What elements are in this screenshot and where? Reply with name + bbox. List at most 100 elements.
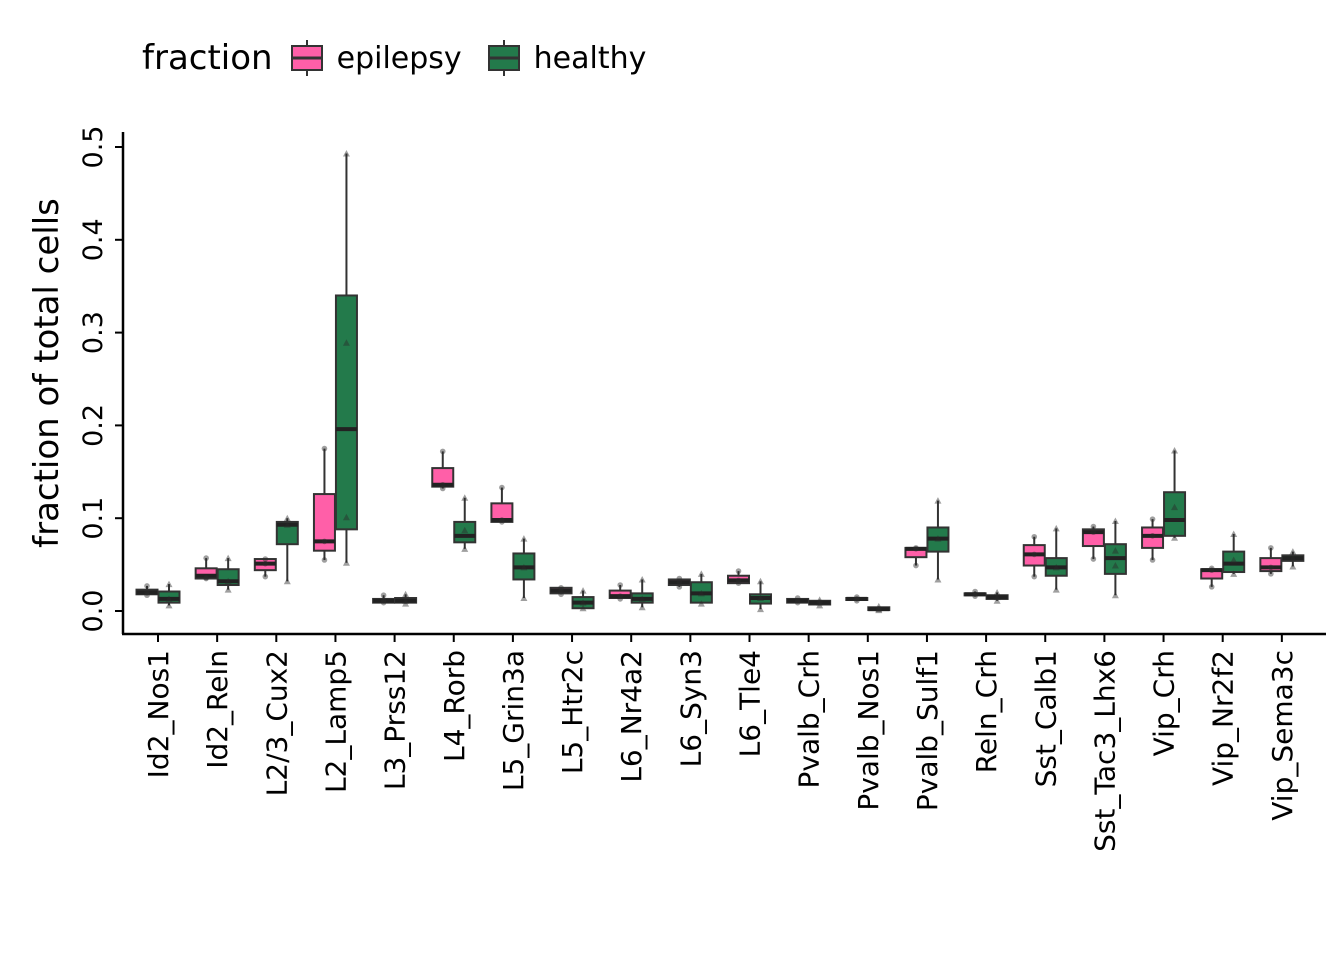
box-body <box>336 295 357 529</box>
box-healthy-l2-lamp5 <box>336 150 357 566</box>
box-healthy-pvalb-crh <box>809 596 830 608</box>
data-point <box>617 582 623 588</box>
data-point <box>1091 529 1097 535</box>
x-tick-label: Vip_Nr2f2 <box>1207 650 1240 786</box>
x-tick-label: Reln_Crh <box>970 650 1003 773</box>
data-point <box>520 535 527 542</box>
box-epilepsy-vip-crh <box>1142 516 1163 562</box>
data-point <box>994 589 1001 596</box>
data-point <box>934 497 941 504</box>
x-tick-label: Id2_Nos1 <box>142 650 175 778</box>
data-point <box>381 598 387 604</box>
x-tick-label: Pvalb_Sulf1 <box>911 650 944 811</box>
data-point <box>816 596 823 603</box>
x-tick-label: Pvalb_Crh <box>793 650 826 788</box>
box-epilepsy-sst-calb1 <box>1024 534 1045 580</box>
y-tick-label: 0.2 <box>78 404 109 447</box>
x-tick-label: L5_Grin3a <box>497 650 530 791</box>
data-point <box>736 578 742 584</box>
data-point <box>558 585 564 591</box>
box-healthy-pvalb-sulf1 <box>927 497 948 582</box>
box-epilepsy-l2-3-cux2 <box>255 556 276 579</box>
x-tick-label: Pvalb_Nos1 <box>852 650 885 811</box>
data-point <box>934 576 941 583</box>
box-healthy-l6-syn3 <box>691 570 712 606</box>
data-point <box>322 446 328 452</box>
box-healthy-vip-nr2f2 <box>1223 530 1244 576</box>
data-point <box>343 150 350 157</box>
data-point <box>402 591 409 598</box>
data-point <box>203 575 209 581</box>
data-point <box>1031 574 1037 580</box>
box-healthy-id2-reln <box>218 555 239 593</box>
data-point <box>263 574 269 580</box>
y-tick-label: 0.0 <box>78 590 109 633</box>
data-point <box>203 555 209 561</box>
data-point <box>322 539 328 545</box>
data-point <box>795 595 801 601</box>
box-epilepsy-pvalb-nos1 <box>846 594 867 603</box>
data-point <box>343 559 350 566</box>
data-point <box>440 482 446 488</box>
y-axis-title: fraction of total cells <box>27 198 67 548</box>
data-point <box>1268 545 1274 551</box>
data-point <box>499 485 505 491</box>
box-healthy-sst-calb1 <box>1046 525 1067 593</box>
data-point <box>1230 530 1237 537</box>
box-epilepsy-reln-crh <box>965 589 986 599</box>
box-healthy-l5-grin3a <box>513 535 534 601</box>
data-point <box>913 545 919 551</box>
data-point <box>1112 592 1119 599</box>
box-epilepsy-l5-grin3a <box>491 485 512 525</box>
y-tick-label: 0.4 <box>78 218 109 261</box>
data-point <box>1150 557 1156 563</box>
data-point <box>854 594 860 600</box>
box-epilepsy-l6-nr4a2 <box>610 582 631 602</box>
data-point <box>263 556 269 562</box>
data-point <box>1209 584 1215 590</box>
box-healthy-sst-tac3-lhx6 <box>1105 517 1126 598</box>
data-point <box>1053 525 1060 532</box>
data-point <box>440 449 446 455</box>
data-point <box>639 604 646 611</box>
data-point <box>1268 565 1274 571</box>
box-healthy-id2-nos1 <box>159 581 180 609</box>
data-point <box>1091 524 1097 530</box>
data-point <box>757 578 764 585</box>
data-point <box>225 555 232 562</box>
box-epilepsy-l4-rorb <box>432 449 453 492</box>
box-healthy-l3-prss12 <box>395 591 416 607</box>
data-point <box>1150 516 1156 522</box>
data-point <box>1112 517 1119 524</box>
data-point <box>1091 556 1097 562</box>
data-point <box>639 576 646 583</box>
data-point <box>499 517 505 523</box>
data-point <box>1171 447 1178 454</box>
x-tick-label: Sst_Calb1 <box>1029 650 1062 787</box>
box-healthy-l2-3-cux2 <box>277 515 298 585</box>
box-epilepsy-l3-prss12 <box>373 592 394 605</box>
data-point <box>461 545 468 552</box>
x-tick-label: L2/3_Cux2 <box>260 650 293 796</box>
box-epilepsy-vip-sema3c <box>1260 545 1281 577</box>
x-tick-label: L6_Tle4 <box>734 650 767 757</box>
data-point <box>461 494 468 501</box>
box-epilepsy-id2-reln <box>196 555 217 581</box>
data-point <box>520 595 527 602</box>
y-tick-label: 0.5 <box>78 126 109 169</box>
data-point <box>1053 586 1060 593</box>
x-tick-label: Vip_Sema3c <box>1266 650 1299 821</box>
x-tick-label: L2_Lamp5 <box>319 650 352 793</box>
box-healthy-pvalb-nos1 <box>868 603 889 613</box>
box-epilepsy-pvalb-crh <box>787 595 808 605</box>
data-point <box>1289 548 1296 555</box>
data-point <box>381 592 387 598</box>
data-point <box>144 583 150 589</box>
box-epilepsy-id2-nos1 <box>137 583 158 598</box>
box-epilepsy-l6-syn3 <box>669 576 690 590</box>
x-tick-label: L5_Htr2c <box>556 650 589 774</box>
data-point <box>322 557 328 563</box>
data-point <box>1150 533 1156 539</box>
box-epilepsy-vip-nr2f2 <box>1201 566 1222 590</box>
